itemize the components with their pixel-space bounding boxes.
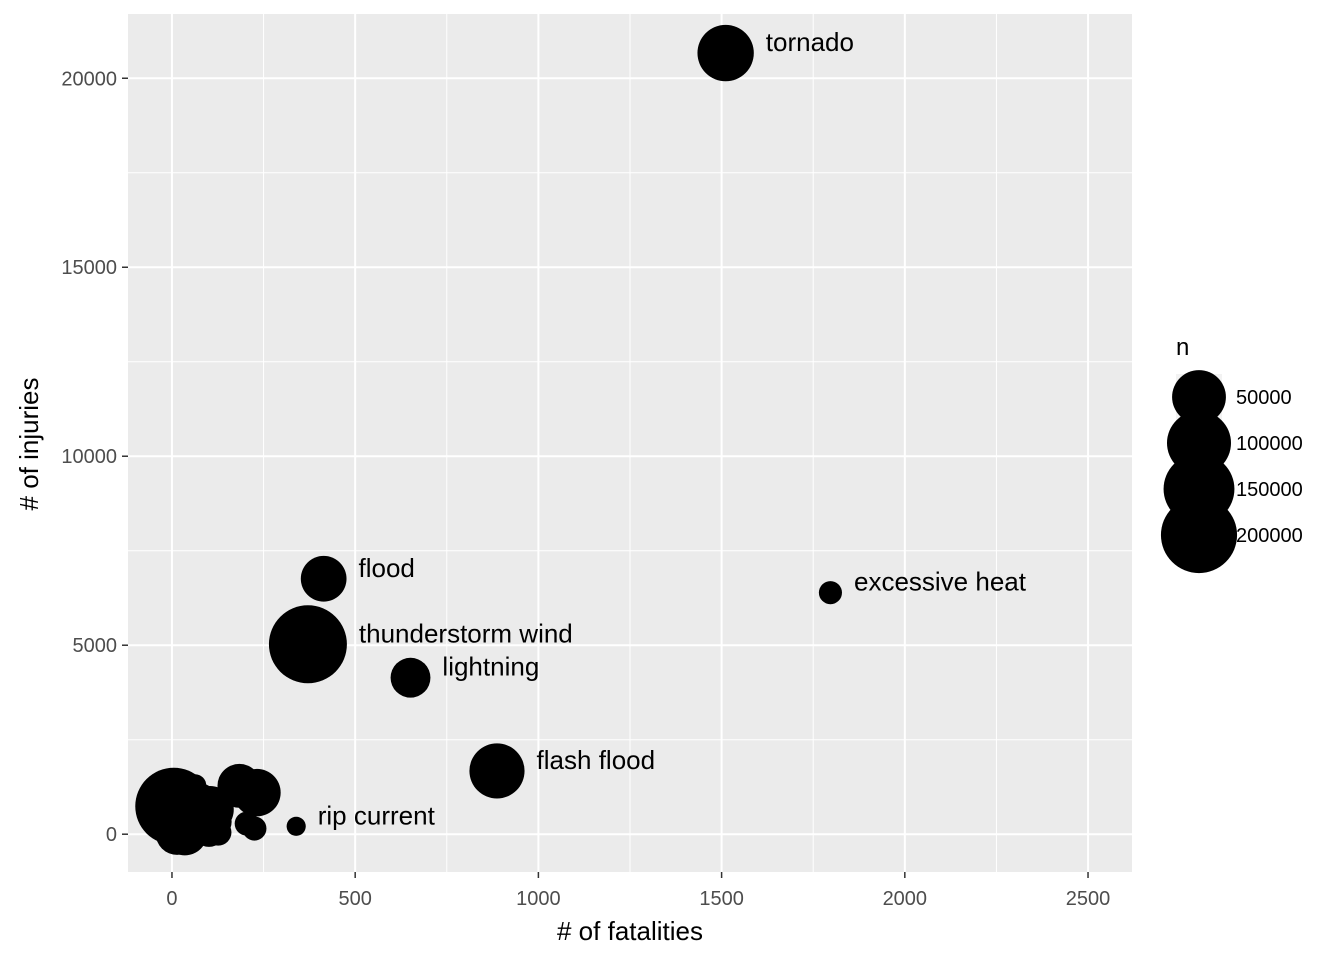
point-label: excessive heat	[854, 567, 1027, 597]
y-axis: 0 5000 10000 15000 20000	[61, 68, 128, 846]
legend-label: 100000	[1236, 433, 1303, 455]
y-tick-label: 10000	[61, 446, 117, 468]
data-point-thunderstorm-wind	[268, 605, 347, 684]
data-point-rip-current	[286, 816, 306, 836]
legend-key-circle	[1160, 496, 1238, 574]
data-point-tornado	[697, 24, 754, 82]
x-tick-label: 2000	[883, 888, 928, 910]
x-tick-label: 0	[166, 888, 177, 910]
data-point-flood	[300, 555, 347, 602]
data-point	[217, 763, 262, 808]
legend-label: 200000	[1236, 525, 1303, 547]
legend-title: n	[1176, 334, 1189, 361]
y-axis-title: # of injuries	[14, 378, 44, 511]
legend-label: 150000	[1236, 479, 1303, 501]
point-labels: tornado excessive heat flood thunderstorm w…	[318, 27, 1027, 830]
legend-label: 50000	[1236, 387, 1292, 409]
data-point-lightning	[390, 657, 431, 698]
point-label: lightning	[442, 652, 539, 682]
point-label: rip current	[318, 800, 436, 830]
point-label: thunderstorm wind	[359, 618, 573, 648]
data-point-flash-flood	[469, 743, 525, 799]
data-point-excessive-heat	[818, 581, 842, 605]
point-label: tornado	[766, 27, 854, 57]
y-tick-label: 15000	[61, 257, 117, 279]
data-point	[181, 821, 206, 846]
y-tick-label: 0	[106, 824, 117, 846]
data-point	[183, 774, 207, 797]
x-axis-title: # of fatalities	[557, 916, 703, 946]
legend-key-circle	[1172, 370, 1226, 424]
point-label: flood	[359, 553, 415, 583]
data-points	[135, 24, 842, 856]
x-tick-label: 500	[338, 888, 371, 910]
size-legend: n 50000 100000 150000 200000	[1160, 334, 1303, 574]
y-tick-label: 20000	[61, 68, 117, 90]
y-tick-label: 5000	[73, 635, 118, 657]
data-point	[162, 813, 187, 838]
x-tick-label: 1500	[699, 888, 744, 910]
point-label: flash flood	[537, 745, 656, 775]
x-axis: 0 500 1000 1500 2000 2500	[166, 872, 1110, 910]
x-tick-label: 1000	[516, 888, 561, 910]
x-tick-label: 2500	[1066, 888, 1111, 910]
data-point	[242, 816, 267, 841]
data-point	[204, 818, 232, 846]
minor-grid	[128, 14, 1132, 872]
